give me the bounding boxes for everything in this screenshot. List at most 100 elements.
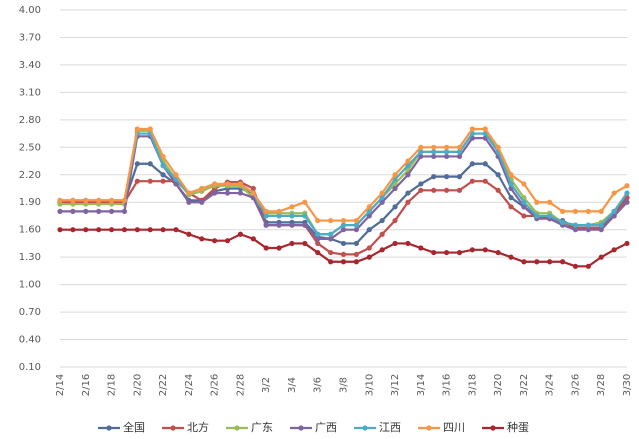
- data-point: [328, 259, 334, 265]
- data-point: [443, 187, 450, 193]
- data-point: [547, 199, 553, 205]
- data-point: [199, 199, 205, 205]
- data-point: [212, 238, 218, 244]
- data-point: [379, 199, 385, 205]
- data-point: [147, 126, 153, 132]
- data-point: [57, 197, 63, 203]
- data-point: [199, 185, 205, 192]
- data-point: [289, 204, 295, 210]
- x-tick-label: 3/16: [442, 374, 453, 396]
- data-point: [469, 126, 475, 132]
- y-tick-label: 3.10: [19, 87, 41, 98]
- x-tick-label: 3/22: [519, 374, 530, 396]
- data-point: [134, 178, 140, 184]
- y-tick-label: 1.60: [19, 225, 41, 236]
- data-point: [315, 231, 321, 237]
- x-tick-label: 3/28: [596, 374, 607, 396]
- data-point: [611, 208, 617, 214]
- x-tick-label: 2/28: [235, 374, 246, 396]
- data-point: [57, 227, 63, 233]
- data-point: [70, 208, 76, 214]
- data-point: [469, 161, 475, 167]
- data-point: [624, 199, 630, 205]
- data-point: [366, 204, 372, 210]
- data-point: [611, 190, 617, 196]
- legend-label: 广东: [251, 421, 273, 434]
- data-point: [263, 245, 269, 251]
- data-point: [495, 187, 501, 193]
- data-point: [147, 227, 153, 233]
- y-tick-label: 1.90: [19, 197, 41, 208]
- data-point: [585, 222, 591, 228]
- data-point: [418, 144, 424, 150]
- data-point: [353, 251, 359, 258]
- x-tick-label: 3/24: [545, 374, 556, 396]
- data-point: [212, 181, 218, 187]
- y-tick-label: 0.70: [19, 307, 41, 318]
- data-point: [315, 240, 321, 247]
- legend: 全国 北方 广东 广西 江西 四川 种蛋: [98, 420, 529, 434]
- data-point: [379, 231, 385, 237]
- data-point: [392, 240, 398, 247]
- data-point: [186, 199, 192, 205]
- data-point: [302, 222, 308, 228]
- data-point: [508, 204, 514, 210]
- x-tick-label: 3/14: [416, 374, 427, 396]
- data-point: [495, 172, 501, 178]
- data-point: [250, 236, 256, 242]
- data-point: [379, 217, 385, 224]
- data-point: [96, 227, 102, 233]
- x-tick-label: 3/4: [287, 377, 298, 393]
- data-point: [405, 199, 411, 205]
- data-point: [405, 172, 411, 178]
- data-point: [521, 213, 527, 219]
- data-point: [328, 236, 334, 242]
- data-point: [572, 208, 579, 214]
- data-point: [366, 227, 372, 233]
- data-point: [431, 174, 437, 180]
- data-point: [70, 201, 76, 207]
- data-point: [469, 178, 475, 184]
- data-point: [534, 213, 540, 219]
- data-point: [572, 222, 579, 228]
- data-point: [366, 208, 372, 214]
- data-point: [405, 163, 411, 169]
- y-tick-label: 3.40: [19, 60, 41, 71]
- data-point: [521, 259, 527, 265]
- data-point: [392, 185, 398, 192]
- data-point: [108, 201, 115, 207]
- data-point: [418, 181, 424, 187]
- y-tick-label: 1.30: [19, 252, 41, 263]
- legend-label: 广西: [315, 421, 337, 434]
- data-point: [547, 213, 553, 219]
- data-point: [508, 254, 514, 260]
- data-point: [495, 144, 501, 150]
- data-point: [160, 163, 166, 169]
- data-point: [173, 227, 179, 233]
- data-point: [340, 259, 347, 265]
- data-point: [495, 249, 501, 256]
- data-point: [598, 208, 604, 214]
- data-point: [392, 204, 398, 210]
- data-point: [572, 263, 579, 269]
- legend-label: 全国: [123, 420, 145, 434]
- data-point: [611, 213, 617, 219]
- data-point: [83, 197, 89, 203]
- y-tick-label: 2.20: [19, 170, 41, 181]
- data-point: [482, 247, 488, 253]
- data-point: [70, 227, 76, 233]
- data-point: [418, 149, 424, 155]
- x-tick-label: 3/10: [364, 374, 375, 396]
- data-point: [443, 153, 450, 160]
- data-point: [405, 240, 411, 247]
- data-point: [431, 149, 437, 155]
- data-point: [456, 149, 463, 155]
- data-point: [134, 161, 140, 167]
- data-point: [96, 201, 102, 207]
- data-point: [624, 183, 630, 189]
- data-point: [134, 227, 140, 233]
- legend-marker: [490, 425, 496, 431]
- data-point: [353, 222, 359, 228]
- data-point: [624, 190, 630, 196]
- data-point: [405, 158, 411, 164]
